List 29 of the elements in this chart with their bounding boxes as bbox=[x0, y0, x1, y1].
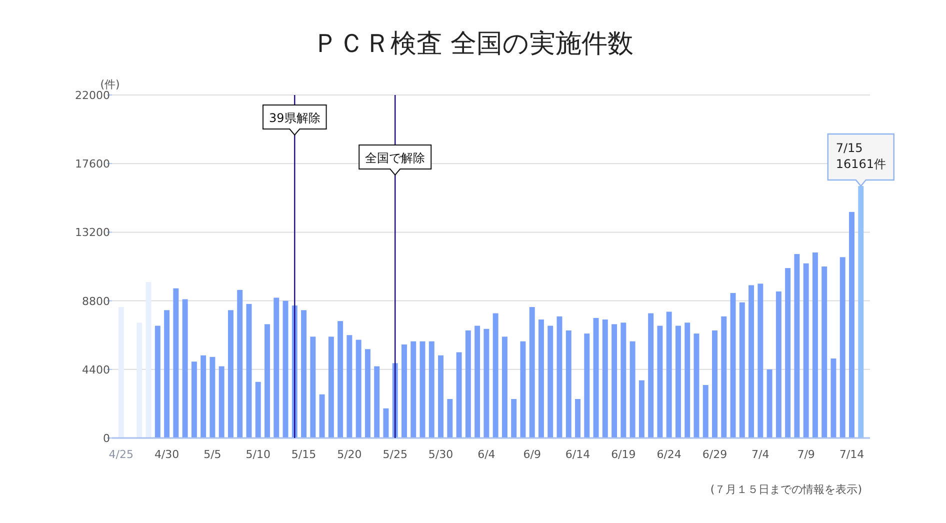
x-tick-label: 6/14 bbox=[565, 448, 590, 461]
y-tick-label: 4400 bbox=[82, 363, 110, 376]
x-tick-label: 6/29 bbox=[702, 448, 728, 461]
chart-title: ＰＣＲ検査 全国の実施件数 bbox=[312, 29, 634, 59]
annotation: 7/15 16161件 bbox=[836, 141, 886, 172]
x-tick-label: 5/10 bbox=[246, 448, 270, 461]
y-tick-label: 8800 bbox=[82, 294, 110, 308]
x-tick-label: 7/9 bbox=[797, 448, 815, 461]
y-axis-title: (件) bbox=[100, 78, 120, 91]
y-tick-label: 22000 bbox=[75, 89, 110, 102]
x-tick-label: 5/15 bbox=[291, 448, 316, 461]
ref-line-label: 全国で解除 bbox=[365, 151, 426, 165]
ref-line-label: 39県解除 bbox=[269, 111, 320, 125]
x-tick-label: 6/19 bbox=[611, 448, 636, 461]
x-tick-label: 6/4 bbox=[478, 448, 496, 461]
x-tick-label: 5/5 bbox=[204, 448, 222, 461]
x-tick-label: 4/25 bbox=[108, 448, 134, 461]
x-tick-label: 5/30 bbox=[428, 448, 454, 461]
x-tick-label: 5/25 bbox=[382, 448, 408, 461]
text: (７月１５日までの情報を表示) bbox=[710, 483, 862, 496]
y-tick-label: 17600 bbox=[75, 158, 110, 171]
x-tick-label: 4/30 bbox=[154, 448, 180, 461]
x-tick-label: 7/14 bbox=[839, 448, 864, 461]
x-tick-label: 6/9 bbox=[523, 448, 541, 461]
x-tick-label: 6/24 bbox=[656, 448, 682, 461]
y-tick-label: 13200 bbox=[75, 226, 110, 240]
y-tick-label: 0 bbox=[103, 432, 110, 445]
x-tick-label: 7/4 bbox=[752, 448, 770, 461]
x-tick-label: 5/20 bbox=[337, 448, 362, 461]
